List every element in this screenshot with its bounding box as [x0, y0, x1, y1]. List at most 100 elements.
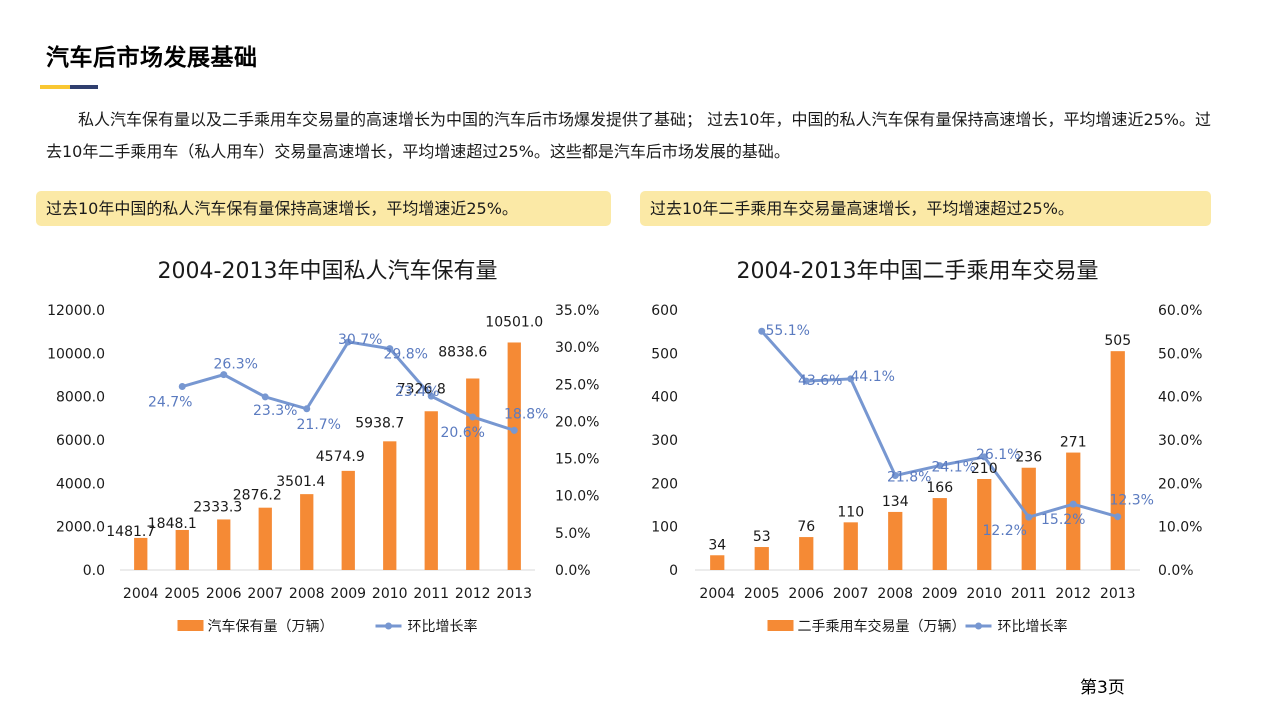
bar-value-label: 210: [971, 461, 998, 477]
x-tick-label: 2004: [123, 586, 159, 602]
bar: [799, 537, 814, 570]
bar: [341, 470, 355, 570]
growth-rate-point: [1114, 513, 1122, 521]
line-value-label: 43.6%: [798, 373, 842, 389]
y-left-tick-label: 0.0: [83, 563, 105, 579]
growth-rate-point: [510, 426, 518, 434]
bar: [424, 411, 438, 570]
y-left-tick-label: 300: [651, 433, 678, 449]
line-value-label: 55.1%: [766, 323, 810, 339]
chart-title: 2004-2013年中国二手乘用车交易量: [737, 259, 1099, 284]
title-underline: [40, 85, 98, 89]
callout-left: 过去10年中国的私人汽车保有量保持高速增长，平均增速近25%。: [36, 191, 611, 226]
bar: [258, 507, 272, 570]
bar: [888, 511, 903, 570]
growth-rate-point: [220, 371, 228, 379]
underline-yellow: [40, 85, 70, 89]
bar: [843, 522, 858, 570]
bar-value-label: 505: [1104, 333, 1131, 349]
x-tick-label: 2005: [164, 586, 200, 602]
line-value-label: 23.3%: [253, 403, 297, 419]
bar-value-label: 236: [1015, 450, 1042, 466]
legend-swatch-bars: [767, 620, 794, 631]
line-value-label: 24.1%: [932, 460, 976, 476]
growth-rate-point: [802, 377, 810, 385]
y-right-tick-label: 40.0%: [1158, 390, 1202, 406]
bar: [383, 441, 397, 570]
bar-value-label: 2333.3: [193, 499, 242, 515]
x-tick-label: 2011: [1011, 586, 1047, 602]
growth-rate-point: [261, 393, 269, 401]
bar-value-label: 53: [753, 529, 771, 545]
underline-navy: [70, 85, 98, 89]
legend-label-line: 环比增长率: [998, 618, 1068, 635]
x-tick-label: 2010: [966, 586, 1002, 602]
callout-right: 过去10年二手乘用车交易量高速增长，平均增速超过25%。: [640, 191, 1211, 226]
y-right-tick-label: 25.0%: [555, 377, 599, 393]
y-right-tick-label: 30.0%: [555, 340, 599, 356]
x-tick-label: 2006: [788, 586, 824, 602]
line-value-label: 21.7%: [297, 417, 341, 433]
bar: [175, 529, 189, 570]
growth-rate-point: [936, 462, 944, 470]
chart-private-car-ownership: 2004-2013年中国私人汽车保有量 0.0 2000.0 4000.0 6000.0…: [47, 259, 599, 635]
legend-swatch-point: [385, 622, 392, 630]
x-tick-label: 2009: [330, 586, 366, 602]
bar: [1110, 351, 1125, 570]
bar: [977, 479, 992, 570]
legend-swatch-point: [975, 622, 982, 630]
chart-title: 2004-2013年中国私人汽车保有量: [158, 259, 498, 284]
bar-value-label: 110: [837, 504, 864, 520]
legend-label-bars: 二手乘用车交易量（万辆）: [798, 618, 966, 635]
bar-value-label: 134: [882, 494, 909, 510]
bar-value-label: 3501.4: [276, 474, 325, 490]
y-left-tick-label: 500: [651, 346, 678, 362]
bar: [466, 378, 480, 570]
x-tick-label: 2007: [833, 586, 869, 602]
bar: [754, 547, 769, 570]
y-right-tick-label: 20.0%: [1158, 476, 1202, 492]
x-tick-label: 2012: [455, 586, 491, 602]
y-left-tick-label: 4000.0: [56, 476, 105, 492]
y-right-tick-label: 15.0%: [555, 452, 599, 468]
bar-value-label: 1481.7: [106, 524, 155, 540]
bar: [134, 537, 148, 570]
growth-rate-point: [344, 338, 352, 346]
y-left-tick-label: 8000.0: [56, 390, 105, 406]
page-title: 汽车后市场发展基础: [46, 45, 258, 71]
line-value-label: 21.8%: [887, 470, 931, 486]
growth-rate-point: [427, 392, 435, 400]
page-number: 第3页: [1080, 678, 1125, 698]
bar-value-label: 7326.8: [397, 381, 446, 397]
bar: [300, 494, 314, 570]
chart-used-car-transactions: 2004-2013年中国二手乘用车交易量 0 100 200 300 400 500 600 0…: [651, 259, 1202, 635]
y-right-tick-label: 30.0%: [1158, 433, 1202, 449]
growth-rate-point: [1069, 500, 1077, 508]
y-right-tick-label: 0.0%: [1158, 563, 1194, 579]
line-value-label: 12.2%: [983, 523, 1027, 539]
growth-rate-point: [1025, 513, 1033, 521]
x-tick-label: 2006: [206, 586, 242, 602]
y-right-tick-label: 35.0%: [555, 303, 599, 319]
growth-rate-point: [847, 375, 855, 383]
y-right-tick-label: 0.0%: [555, 563, 591, 579]
y-right-tick-label: 60.0%: [1158, 303, 1202, 319]
bar-value-label: 5938.7: [355, 415, 404, 431]
y-left-tick-label: 400: [651, 390, 678, 406]
line-value-label: 18.8%: [504, 406, 548, 422]
growth-rate-point: [891, 472, 899, 480]
y-right-tick-label: 50.0%: [1158, 346, 1202, 362]
line-value-label: 26.3%: [214, 357, 258, 373]
intro-paragraph: 私人汽车保有量以及二手乘用车交易量的高速增长为中国的汽车后市场爆发提供了基础； …: [46, 110, 1212, 161]
legend-label-bars: 汽车保有量（万辆）: [208, 618, 334, 635]
y-left-tick-label: 10000.0: [47, 346, 105, 362]
y-left-tick-label: 2000.0: [56, 520, 105, 536]
x-tick-label: 2012: [1055, 586, 1091, 602]
bar-value-label: 8838.6: [438, 344, 487, 360]
bar-value-label: 271: [1060, 435, 1087, 451]
x-tick-label: 2007: [247, 586, 283, 602]
line-value-label: 23.4%: [395, 384, 439, 400]
x-tick-label: 2004: [699, 586, 735, 602]
growth-rate-point: [758, 327, 766, 335]
line-value-label: 15.2%: [1041, 512, 1085, 528]
